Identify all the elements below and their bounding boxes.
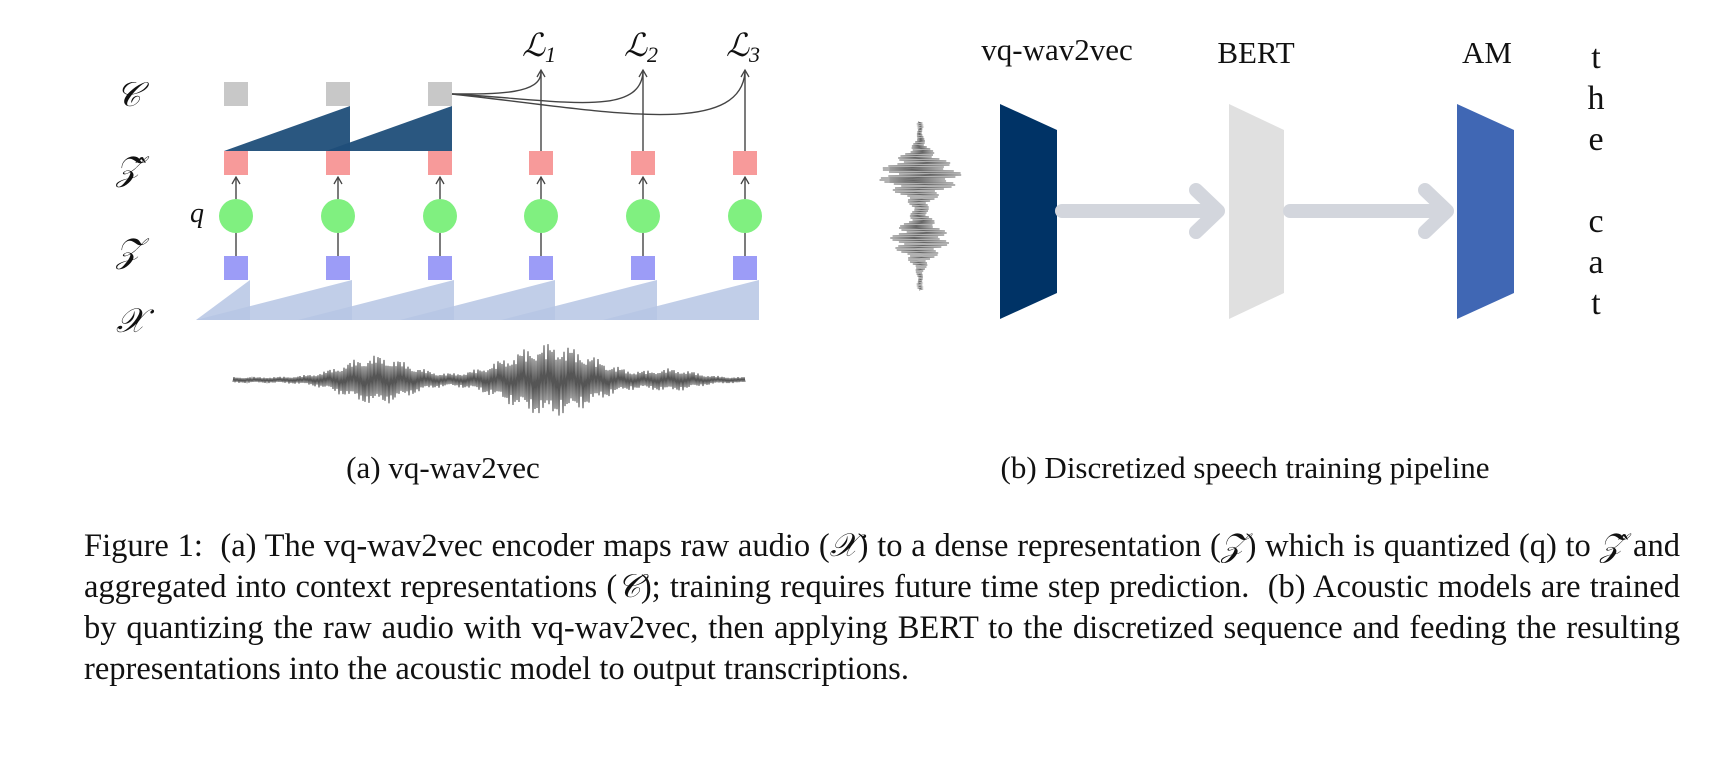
stage-label-bert: BERT [1217,35,1294,70]
z-square [529,256,553,280]
aggregator-ramp [326,106,452,151]
z-square [631,256,655,280]
output-char: a [1588,244,1603,281]
time-step-columns [219,151,762,280]
context-square [224,82,248,106]
zhat-square [529,151,553,175]
output-char: t [1591,285,1601,322]
loss-label-1: ℒ1 [522,27,556,67]
zhat-square [428,151,452,175]
encoder-ramp [501,280,657,320]
output-char: c [1588,203,1603,240]
aggregator-ramps [224,106,452,151]
time-step [219,151,253,280]
encoder-ramp [603,280,759,320]
context-square [326,82,350,106]
row-label-x: 𝒳 [116,303,155,340]
am-block [1457,104,1514,319]
context-to-loss-1 [451,71,542,95]
loss-label-2: ℒ2 [624,27,658,67]
context-to-loss-2 [451,71,644,104]
figure-1: 𝒞 𝒵̂ 𝒵 𝒳 q ℒ1 ℒ2 [115,27,1605,485]
time-step [524,151,558,280]
loss-label-3: ℒ3 [726,27,760,67]
context-square [428,82,452,106]
time-step [728,151,762,280]
vq-wav2vec-block [1000,104,1057,319]
encoder-ramps [196,280,759,320]
subcaption-a: (a) vq-wav2vec [346,450,540,485]
zhat-square [326,151,350,175]
context-to-loss-3 [451,71,746,116]
quantizer-circle [626,199,660,233]
pipeline-arrows [1055,183,1454,239]
quantizer-circle [728,199,762,233]
caption-text: ); training requires future time step pr… [84,569,1689,687]
z-square [326,256,350,280]
arrow-head-2 [1418,183,1454,239]
stage-label-am: AM [1462,35,1512,70]
time-step [626,151,660,280]
caption-text: ) which is quantized (q) to [1245,528,1600,564]
input-waveform [879,121,962,291]
raw-audio-waveform [232,344,746,416]
subcaption-b: (b) Discretized speech training pipeline [1001,450,1490,485]
encoder-ramp [400,280,555,320]
caption-symbol-zhat: 𝒵̂ [1599,528,1625,564]
encoder-ramp [196,280,352,320]
quantizer-circle [321,199,355,233]
stage-label-vq-wav2vec: vq-wav2vec [981,32,1133,67]
context-squares [224,82,452,106]
quantizer-circle [524,199,558,233]
prediction-connections [451,68,750,151]
arrow-head-1 [1189,183,1225,239]
row-label-zhat: 𝒵̂ [115,151,150,188]
bert-block [1229,104,1284,319]
zhat-square [631,151,655,175]
output-char: t [1591,39,1601,76]
zhat-square [733,151,757,175]
caption-symbol-c: 𝒞 [617,569,641,605]
caption-text: Figure 1: (a) The vq-wav2vec encoder map… [84,528,830,564]
row-label-context: 𝒞 [116,77,150,114]
zhat-square [224,151,248,175]
row-label-z: 𝒵 [115,233,150,270]
caption-text: ) to a dense representation ( [857,528,1221,564]
figure-caption: Figure 1: (a) The vq-wav2vec encoder map… [84,526,1680,690]
time-step [423,151,457,280]
output-char: h [1588,80,1605,117]
time-step [321,151,355,280]
quantizer-circle [219,199,253,233]
panel-a-vq-wav2vec: 𝒞 𝒵̂ 𝒵 𝒳 q ℒ1 ℒ2 [115,27,762,485]
z-square [428,256,452,280]
z-square [733,256,757,280]
quantizer-label: q [190,198,204,229]
output-char: e [1588,121,1603,158]
quantizer-circle [423,199,457,233]
caption-symbol-z: 𝒵 [1220,528,1246,564]
caption-text: and aggregated into context representati… [84,528,1689,605]
aggregator-ramp [224,106,350,151]
z-square [224,256,248,280]
caption-symbol-x: 𝒳 [829,528,858,564]
encoder-ramp [298,280,454,320]
